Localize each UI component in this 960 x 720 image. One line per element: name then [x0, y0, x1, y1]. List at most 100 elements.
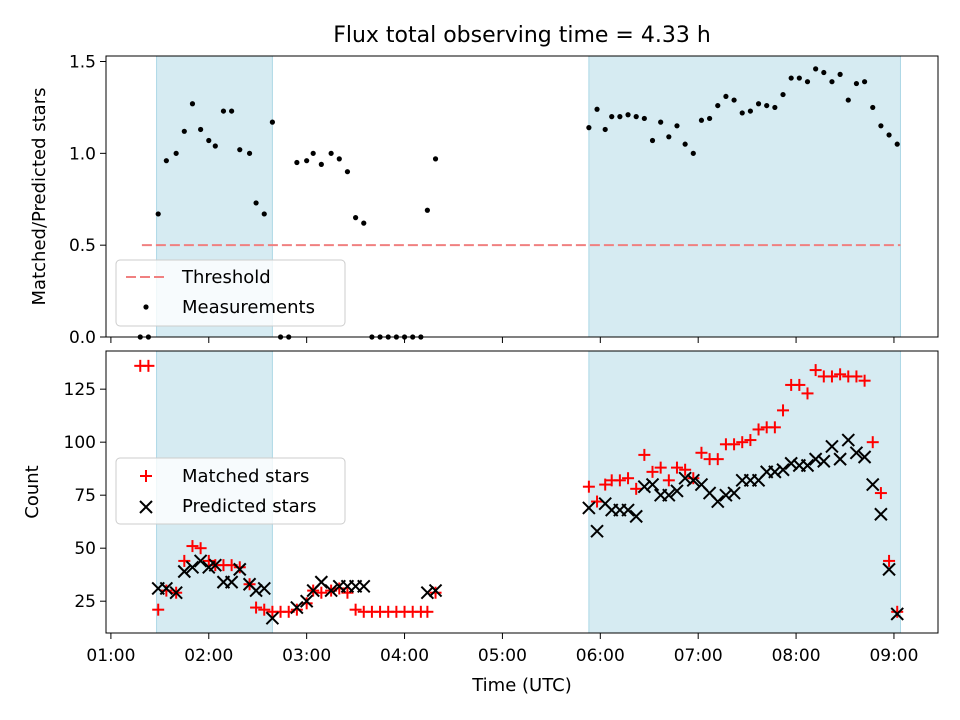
matched-star-marker	[300, 597, 313, 610]
bottom-x-tick-label: 04:00	[380, 646, 429, 666]
measurement-point	[649, 137, 656, 144]
matched-star-marker	[825, 370, 838, 383]
predicted-star-marker	[825, 439, 839, 454]
matched-star-marker	[194, 542, 207, 555]
matched-star-marker	[793, 378, 806, 391]
predicted-star-marker	[849, 446, 864, 460]
matched-star-marker	[349, 603, 362, 616]
top-y-axis-ticks: 0.0 0.5 1.0 1.5	[69, 53, 106, 348]
measurement-point	[821, 69, 827, 76]
predicted-star-marker	[629, 509, 643, 524]
predicted-star-marker	[857, 450, 872, 464]
matched-star-marker	[687, 472, 700, 485]
bottom-x-tick-label: 05:00	[478, 646, 527, 666]
predicted-star-marker	[224, 575, 239, 589]
measurement-point	[189, 101, 196, 107]
predicted-star-marker	[808, 452, 823, 466]
predicted-star-marker	[874, 507, 888, 521]
observing-window-shading-bottom	[156, 350, 901, 634]
top-legend-box	[115, 259, 346, 327]
measurement-point	[609, 114, 615, 120]
matched-star-marker	[809, 364, 822, 377]
measurement-point	[674, 123, 680, 129]
matched-star-marker	[333, 582, 346, 595]
top-y-axis-label: Matched/Predicted stars	[29, 88, 50, 306]
measurement-point	[788, 75, 794, 81]
legend-measurements-label: Measurements	[182, 297, 315, 318]
matched-star-marker	[613, 474, 626, 487]
measurement-point	[813, 66, 819, 72]
top-y-tick-label: 1.5	[69, 53, 96, 73]
top-legend: Threshold Measurements	[115, 259, 346, 327]
measurement-point	[173, 150, 179, 156]
matched-star-marker	[834, 368, 847, 381]
measurement-point	[424, 207, 430, 213]
predicted-star-marker	[324, 583, 338, 598]
matched-star-marker	[891, 605, 904, 618]
legend-threshold-label: Threshold	[181, 267, 271, 288]
predicted-star-marker	[621, 503, 635, 517]
bottom-y-axis-ticks: 25 50 75 100 125	[64, 380, 106, 612]
matched-star-marker	[290, 603, 303, 616]
bottom-legend: Matched stars Predicted stars	[115, 457, 346, 525]
measurement-point	[353, 215, 359, 221]
measurement-point	[739, 110, 745, 116]
top-plot-frame	[105, 55, 939, 338]
predicted-star-marker	[357, 579, 371, 594]
matched-star-marker	[850, 370, 863, 383]
bottom-plot-frame	[105, 350, 939, 634]
matched-star-marker	[662, 474, 675, 487]
matched-star-marker	[599, 478, 612, 491]
measurement-point	[318, 161, 324, 167]
measurement-point	[878, 123, 884, 129]
measurement-point	[837, 71, 843, 77]
predicted-star-marker	[784, 456, 798, 471]
matched-star-marker	[866, 436, 879, 449]
measurement-point	[796, 75, 802, 81]
matched-star-marker	[622, 472, 635, 485]
flux-ratio-panel: 0.0 0.5 1.0 1.5 Matched/Predicted stars Thr…	[29, 53, 939, 348]
matched-star-marker	[152, 603, 165, 616]
measurement-point	[894, 141, 900, 147]
matched-star-marker	[315, 586, 328, 599]
bottom-y-tick-label: 125	[64, 380, 96, 400]
matched-star-marker	[178, 554, 191, 567]
predicted-star-marker	[249, 583, 263, 598]
matched-star-marker	[160, 584, 173, 597]
measurement-points	[137, 66, 900, 340]
predicted-star-marker	[817, 454, 831, 468]
matched-star-marker	[142, 359, 155, 372]
top-y-tick-label: 0.5	[69, 236, 96, 256]
predicted-star-marker	[177, 564, 192, 579]
matched-star-marker	[711, 453, 724, 466]
matched-star-marker	[421, 605, 434, 618]
measurement-point	[698, 117, 705, 123]
matched-star-marker	[258, 603, 271, 616]
measurement-point	[212, 143, 218, 149]
predicted-star-marker	[299, 594, 314, 608]
predicted-star-marker	[420, 586, 435, 600]
matched-star-marker	[679, 463, 692, 476]
measurement-point	[163, 158, 169, 164]
measurement-point	[617, 114, 623, 120]
predicted-star-marker	[670, 484, 684, 498]
measurement-point	[861, 79, 868, 85]
measurement-point	[690, 150, 696, 156]
bottom-x-axis-label: Time (UTC)	[471, 675, 572, 696]
bottom-y-tick-label: 100	[64, 433, 96, 453]
bottom-x-tick-label: 09:00	[869, 646, 918, 666]
predicted-star-marker	[800, 458, 815, 473]
predicted-star-marker	[159, 581, 174, 596]
bottom-x-tick-label: 01:00	[86, 646, 135, 666]
predicted-star-marker	[686, 473, 701, 488]
predicted-star-marker	[711, 494, 725, 509]
matched-star-marker	[874, 487, 887, 500]
matched-star-marker	[202, 554, 215, 567]
measurement-point	[772, 104, 778, 111]
matched-star-marker	[768, 421, 781, 434]
matched-star-marker	[858, 374, 871, 387]
predicted-star-marker	[265, 611, 280, 625]
measurement-point	[641, 115, 647, 122]
measurement-point	[829, 79, 835, 85]
